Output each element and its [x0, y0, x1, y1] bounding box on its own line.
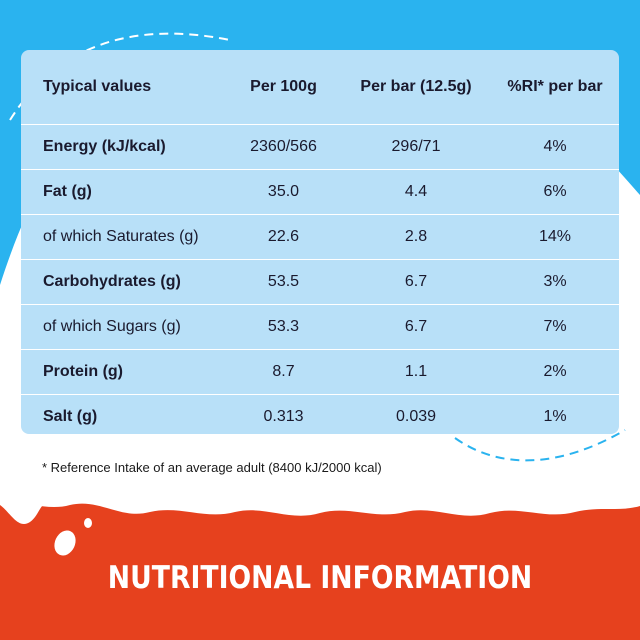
row-label: Protein (g) [21, 349, 226, 395]
nutrition-table-card: Typical values Per 100g Per bar (12.5g) … [21, 50, 619, 434]
milk-drop-large [54, 530, 76, 556]
header-per-bar: Per bar (12.5g) [360, 78, 472, 95]
table-row: of which Sugars (g) 53.3 6.7 7% [21, 304, 619, 350]
banner-title: NUTRITIONAL INFORMATION [107, 560, 533, 596]
table-row: Energy (kJ/kcal) 2360/566 296/71 4% [21, 124, 619, 170]
cell-per-100g: 22.6 [226, 214, 341, 260]
cell-ri: 4% [491, 124, 619, 170]
row-label: Energy (kJ/kcal) [21, 124, 226, 170]
header-typical-values: Typical values [43, 78, 152, 95]
cell-per-100g: 8.7 [226, 349, 341, 395]
table-row: of which Saturates (g) 22.6 2.8 14% [21, 214, 619, 260]
cell-per-bar: 6.7 [341, 259, 491, 305]
cell-per-100g: 35.0 [226, 169, 341, 215]
row-label: of which Saturates (g) [21, 214, 226, 260]
table-header-row: Typical values Per 100g Per bar (12.5g) … [21, 50, 619, 125]
cell-per-bar: 2.8 [341, 214, 491, 260]
row-label: Carbohydrates (g) [21, 259, 226, 305]
cell-ri: 14% [491, 214, 619, 260]
cell-per-bar: 1.1 [341, 349, 491, 395]
reference-intake-footnote: * Reference Intake of an average adult (… [42, 460, 382, 475]
nutrition-table: Typical values Per 100g Per bar (12.5g) … [21, 50, 619, 434]
cell-per-100g: 53.5 [226, 259, 341, 305]
header-ri-per-bar: %RI* per bar [507, 78, 603, 95]
cell-per-100g: 0.313 [226, 394, 341, 434]
cell-per-100g: 53.3 [226, 304, 341, 350]
row-label: Fat (g) [21, 169, 226, 215]
dashed-arc-right [454, 429, 626, 462]
table-row: Protein (g) 8.7 1.1 2% [21, 349, 619, 395]
cell-per-bar: 0.039 [341, 394, 491, 434]
cell-ri: 7% [491, 304, 619, 350]
header-per-100g: Per 100g [250, 78, 317, 95]
cell-ri: 1% [491, 394, 619, 434]
table-row: Salt (g) 0.313 0.039 1% [21, 394, 619, 434]
red-banner [0, 502, 640, 640]
cell-ri: 2% [491, 349, 619, 395]
table-row: Carbohydrates (g) 53.5 6.7 3% [21, 259, 619, 305]
cell-per-bar: 6.7 [341, 304, 491, 350]
milk-drop-small [84, 518, 92, 528]
cell-ri: 3% [491, 259, 619, 305]
row-label: Salt (g) [21, 394, 226, 434]
row-label: of which Sugars (g) [21, 304, 226, 350]
cell-per-bar: 296/71 [341, 124, 491, 170]
cell-per-bar: 4.4 [341, 169, 491, 215]
cell-per-100g: 2360/566 [226, 124, 341, 170]
table-row: Fat (g) 35.0 4.4 6% [21, 169, 619, 215]
cell-ri: 6% [491, 169, 619, 215]
milk-drip-left [0, 500, 50, 525]
